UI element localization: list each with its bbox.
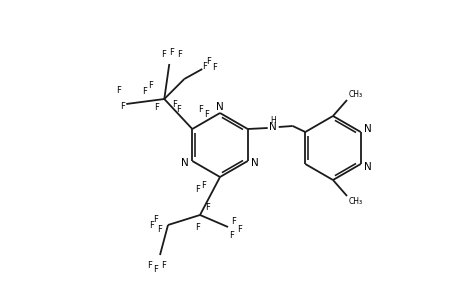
Text: F: F [161,50,165,58]
Text: F: F [141,86,146,95]
Text: F: F [168,47,174,56]
Text: F: F [153,103,158,112]
Text: CH₃: CH₃ [348,89,362,98]
Text: N: N [216,102,224,112]
Text: F: F [161,260,166,269]
Text: F: F [176,50,181,58]
Text: F: F [231,217,236,226]
Text: F: F [197,104,202,113]
Text: F: F [201,181,206,190]
Text: F: F [147,80,152,89]
Text: F: F [149,220,154,230]
Text: F: F [153,265,158,274]
Text: F: F [175,104,180,113]
Text: F: F [153,215,158,224]
Text: CH₃: CH₃ [348,197,362,206]
Text: F: F [157,226,162,235]
Text: F: F [195,184,200,194]
Text: F: F [237,224,242,233]
Text: N: N [268,122,276,132]
Text: F: F [147,260,152,269]
Text: F: F [229,230,234,239]
Text: F: F [203,110,208,118]
Text: H: H [269,116,275,124]
Text: F: F [212,62,216,71]
Text: F: F [205,202,210,211]
Text: F: F [172,100,176,109]
Text: N: N [250,158,258,168]
Text: F: F [195,223,200,232]
Text: F: F [202,61,206,70]
Text: F: F [120,101,124,110]
Text: F: F [205,56,210,65]
Text: N: N [181,158,189,168]
Text: N: N [363,124,371,134]
Text: N: N [363,162,371,172]
Text: F: F [116,85,120,94]
